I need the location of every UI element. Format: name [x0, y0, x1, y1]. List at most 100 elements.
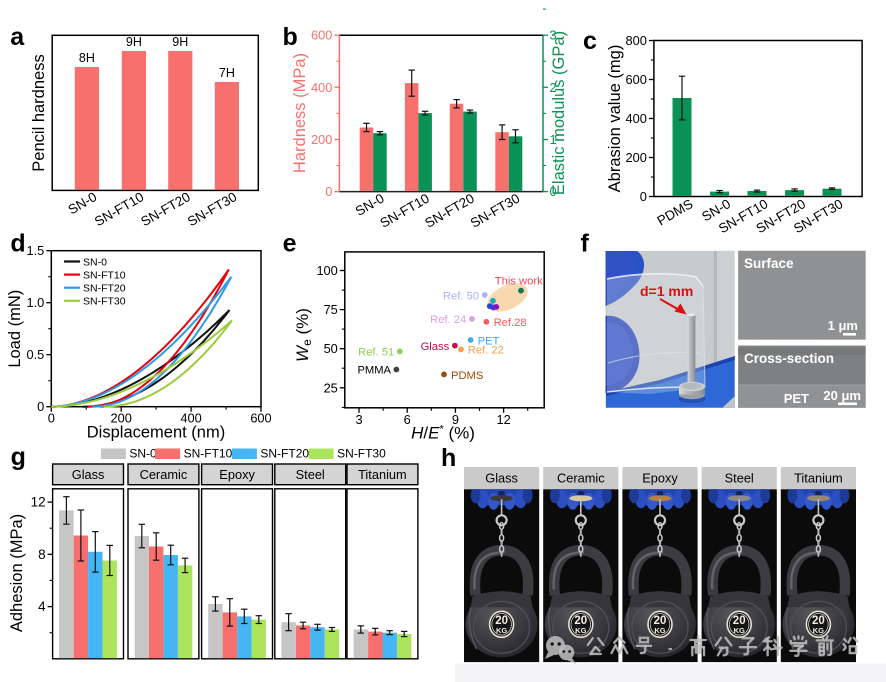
svg-text:Abrasion value (mg): Abrasion value (mg) [606, 45, 624, 193]
svg-text:20 μm: 20 μm [823, 388, 861, 403]
svg-text:Displacement (nm): Displacement (nm) [87, 424, 225, 442]
svg-text:400: 400 [311, 80, 332, 95]
svg-text:Glass: Glass [72, 467, 105, 482]
svg-text:Ref. 24: Ref. 24 [430, 314, 466, 326]
svg-text:KG: KG [813, 626, 824, 635]
svg-text:SN-FT30: SN-FT30 [185, 189, 240, 229]
svg-text:1 μm: 1 μm [828, 318, 858, 333]
svg-text:1: 1 [550, 132, 557, 147]
svg-text:Epoxy: Epoxy [219, 467, 255, 482]
svg-text:9: 9 [452, 412, 459, 427]
svg-text:KG: KG [575, 626, 586, 635]
svg-text:Surface: Surface [744, 256, 794, 271]
svg-text:0: 0 [48, 411, 55, 426]
svg-text:12: 12 [496, 412, 510, 427]
svg-text:20: 20 [812, 615, 825, 627]
svg-text:Ref. 22: Ref. 22 [468, 345, 504, 357]
svg-text:SN-FT10: SN-FT10 [184, 447, 233, 461]
svg-text:8H: 8H [79, 51, 95, 65]
svg-text:SN-FT10: SN-FT10 [92, 189, 147, 229]
svg-text:Ref. 51: Ref. 51 [358, 347, 394, 359]
svg-text:We (%): We (%) [293, 308, 314, 362]
svg-text:KG: KG [654, 626, 665, 635]
svg-text:600: 600 [626, 72, 647, 87]
svg-text:PET: PET [478, 335, 500, 347]
svg-text:h: h [441, 444, 456, 472]
svg-text:SN-FT30: SN-FT30 [337, 447, 386, 461]
svg-text:600: 600 [311, 28, 332, 43]
svg-text:Ref. 50: Ref. 50 [443, 290, 479, 302]
svg-text:d=1 mm: d=1 mm [640, 283, 693, 299]
svg-text:0: 0 [640, 189, 647, 204]
svg-text:Hardness (MPa): Hardness (MPa) [291, 53, 309, 173]
svg-text:SN-FT20: SN-FT20 [260, 447, 309, 461]
svg-text:PDMS: PDMS [451, 370, 483, 382]
svg-text:200: 200 [311, 132, 332, 147]
svg-text:SN-FT20: SN-FT20 [83, 283, 126, 295]
svg-text:Steel: Steel [296, 467, 325, 482]
svg-text:Ceramic: Ceramic [140, 467, 188, 482]
svg-text:12: 12 [31, 495, 46, 510]
svg-text:SN-FT20: SN-FT20 [138, 189, 193, 229]
svg-text:9H: 9H [172, 35, 188, 49]
svg-text:SN-FT30: SN-FT30 [468, 191, 523, 231]
svg-text:1.5: 1.5 [27, 243, 45, 258]
svg-text:Ref.28: Ref.28 [494, 317, 527, 329]
svg-text:Epoxy: Epoxy [642, 470, 678, 485]
svg-text:d: d [10, 229, 25, 257]
svg-text:Adhesion (MPa): Adhesion (MPa) [8, 514, 26, 632]
svg-text:400: 400 [180, 411, 201, 426]
svg-text:Glass: Glass [421, 341, 450, 353]
svg-text:This work: This work [495, 275, 543, 287]
svg-text:PMMA: PMMA [357, 365, 391, 377]
svg-text:g: g [11, 443, 26, 471]
svg-text:Titanium: Titanium [358, 467, 407, 482]
svg-text:3: 3 [355, 412, 362, 427]
svg-text:800: 800 [626, 33, 647, 48]
svg-text:100: 100 [316, 263, 337, 278]
svg-text:9H: 9H [126, 35, 142, 49]
svg-text:200: 200 [626, 150, 647, 165]
svg-text:PET: PET [784, 391, 809, 406]
svg-text:e: e [283, 229, 297, 257]
svg-text:3: 3 [550, 28, 557, 43]
svg-text:c: c [583, 27, 597, 55]
svg-text:25: 25 [324, 380, 338, 395]
svg-text:400: 400 [626, 111, 647, 126]
svg-text:Ceramic: Ceramic [557, 470, 605, 485]
svg-text:20: 20 [574, 615, 587, 627]
svg-text:1.0: 1.0 [27, 295, 45, 310]
svg-text:0: 0 [550, 184, 557, 199]
svg-text:H/E* (%): H/E* (%) [411, 424, 475, 443]
svg-text:75: 75 [324, 302, 338, 317]
svg-text:Titanium: Titanium [794, 470, 843, 485]
svg-text:SN-0: SN-0 [65, 189, 99, 217]
svg-text:Elastic modulus (GPa): Elastic modulus (GPa) [550, 31, 568, 195]
svg-text:KG: KG [496, 626, 507, 635]
svg-text:20: 20 [733, 615, 746, 627]
svg-text:Glass: Glass [485, 470, 518, 485]
svg-text:KG: KG [734, 626, 745, 635]
svg-text:600: 600 [250, 411, 271, 426]
svg-text:0: 0 [37, 399, 44, 414]
svg-text:2: 2 [550, 80, 557, 95]
svg-text:20: 20 [495, 615, 508, 627]
svg-text:8: 8 [38, 547, 46, 562]
svg-text:7H: 7H [219, 66, 235, 80]
svg-text:SN-FT10: SN-FT10 [83, 269, 126, 281]
svg-text:Load (mN): Load (mN) [6, 290, 24, 368]
svg-text:f: f [581, 230, 590, 258]
svg-text:a: a [10, 23, 25, 51]
svg-text:SN-FT10: SN-FT10 [377, 191, 432, 231]
svg-text:SN-0: SN-0 [129, 447, 157, 461]
svg-text:SN-FT20: SN-FT20 [422, 191, 477, 231]
svg-text:SN-FT30: SN-FT30 [83, 296, 126, 308]
svg-text:20: 20 [654, 615, 667, 627]
svg-text:Cross-section: Cross-section [744, 351, 834, 366]
svg-text:b: b [283, 23, 298, 51]
svg-text:0: 0 [325, 184, 332, 199]
svg-text:Pencil hardness: Pencil hardness [30, 54, 48, 171]
svg-text:SN-0: SN-0 [83, 256, 107, 268]
svg-text:0.5: 0.5 [27, 347, 45, 362]
svg-text:50: 50 [324, 341, 338, 356]
